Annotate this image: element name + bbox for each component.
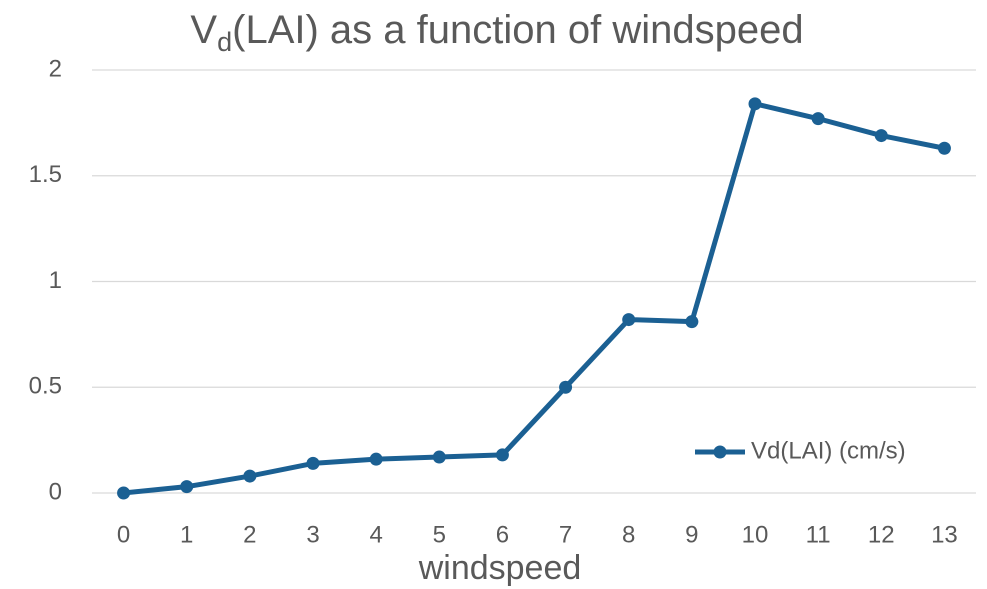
chart-title: Vd(LAI) as a function of windspeed xyxy=(190,8,803,58)
x-tick-label: 4 xyxy=(369,521,382,548)
legend-label: Vd(LAI) (cm/s) xyxy=(751,437,906,464)
title-subscript: d xyxy=(217,27,232,57)
y-tick-label: 1 xyxy=(49,267,62,294)
data-point xyxy=(243,469,257,483)
data-point xyxy=(622,313,636,327)
data-point xyxy=(874,129,888,143)
data-point xyxy=(432,450,446,464)
x-tick-label: 12 xyxy=(868,521,895,548)
legend-marker xyxy=(713,445,727,459)
x-tick-label: 0 xyxy=(117,521,130,548)
data-point xyxy=(559,380,573,394)
y-tick-label: 0 xyxy=(49,478,62,505)
title-part: V xyxy=(190,8,217,52)
data-point xyxy=(495,448,509,462)
x-tick-label: 13 xyxy=(931,521,958,548)
x-tick-label: 11 xyxy=(806,521,831,548)
data-point xyxy=(748,97,762,111)
y-tick-label: 1.5 xyxy=(29,161,62,188)
data-point xyxy=(369,452,383,466)
x-tick-label: 9 xyxy=(685,521,698,548)
data-point xyxy=(117,486,131,500)
x-axis-label: windspeed xyxy=(418,549,582,587)
x-tick-label: 6 xyxy=(496,521,509,548)
title-part: (LAI) as a function of windspeed xyxy=(232,8,803,52)
data-point xyxy=(811,112,825,126)
x-tick-label: 10 xyxy=(742,521,769,548)
y-tick-label: 2 xyxy=(49,55,62,82)
data-line xyxy=(123,101,945,496)
data-point xyxy=(180,480,194,494)
data-point xyxy=(937,141,951,155)
x-tick-label: 3 xyxy=(306,521,319,548)
x-tick-label: 5 xyxy=(433,521,446,548)
y-tick-label: 0.5 xyxy=(29,373,62,400)
data-point xyxy=(685,315,699,329)
data-point xyxy=(306,456,320,470)
x-tick-label: 8 xyxy=(622,521,635,548)
x-tick-label: 2 xyxy=(243,521,256,548)
x-tick-label: 7 xyxy=(559,521,572,548)
x-tick-label: 1 xyxy=(180,521,193,548)
